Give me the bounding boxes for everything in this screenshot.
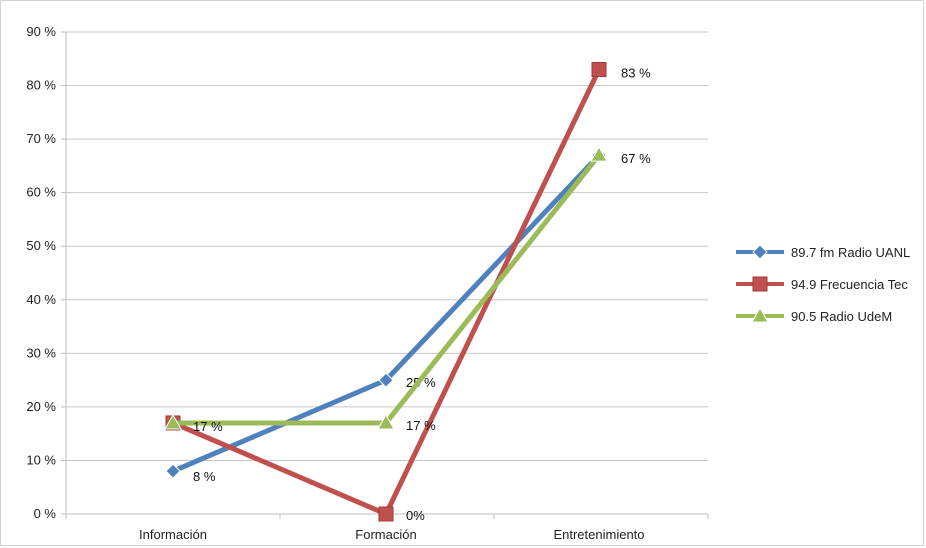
- y-tick-label: 90 %: [26, 24, 56, 39]
- data-label: 8 %: [193, 469, 216, 484]
- legend-label: 89.7 fm Radio UANL: [791, 245, 910, 260]
- legend-marker-icon: [752, 276, 768, 292]
- legend-label: 90.5 Radio UdeM: [791, 309, 892, 324]
- series-2: 0% 83 %: [165, 61, 651, 523]
- series-3: 17 % 17 % 67 %: [164, 146, 651, 434]
- series-line: [170, 66, 602, 517]
- y-tick-label: 60 %: [26, 185, 56, 200]
- data-point: [590, 146, 608, 162]
- legend-label: 94.9 Frecuencia Tec: [791, 277, 908, 292]
- data-label: 0%: [406, 508, 425, 523]
- data-point: [378, 506, 394, 522]
- x-tick-label: Entretenimiento: [553, 527, 644, 542]
- data-label: 83 %: [621, 65, 651, 80]
- legend-item: 89.7 fm Radio UANL: [736, 244, 910, 260]
- x-tick-label: Formación: [355, 527, 416, 542]
- data-point: [164, 413, 182, 430]
- data-point: [378, 372, 394, 388]
- y-tick-label: 30 %: [26, 345, 56, 360]
- data-label: 67 %: [621, 151, 651, 166]
- legend-marker-icon: [752, 244, 768, 260]
- data-point: [591, 61, 607, 77]
- y-tick-label: 50 %: [26, 238, 56, 253]
- legend-marker-icon: [751, 306, 769, 323]
- data-point: [377, 413, 395, 430]
- x-tick-label: Información: [139, 527, 207, 542]
- y-tick-label: 40 %: [26, 292, 56, 307]
- series-1: 8 %25 %: [165, 147, 607, 484]
- y-tick-label: 70 %: [26, 131, 56, 146]
- y-tick-label: 0 %: [34, 506, 57, 521]
- y-tick-label: 20 %: [26, 399, 56, 414]
- legend-item: 90.5 Radio UdeM: [736, 306, 892, 324]
- data-label: 17 %: [406, 418, 436, 433]
- data-point: [165, 463, 181, 479]
- y-tick-label: 80 %: [26, 78, 56, 93]
- data-label: 17 %: [193, 419, 223, 434]
- y-tick-label: 10 %: [26, 452, 56, 467]
- legend-item: 94.9 Frecuencia Tec: [736, 276, 908, 292]
- legend: 89.7 fm Radio UANL 94.9 Frecuencia Tec 90.…: [736, 244, 910, 324]
- gridlines: [66, 31, 708, 461]
